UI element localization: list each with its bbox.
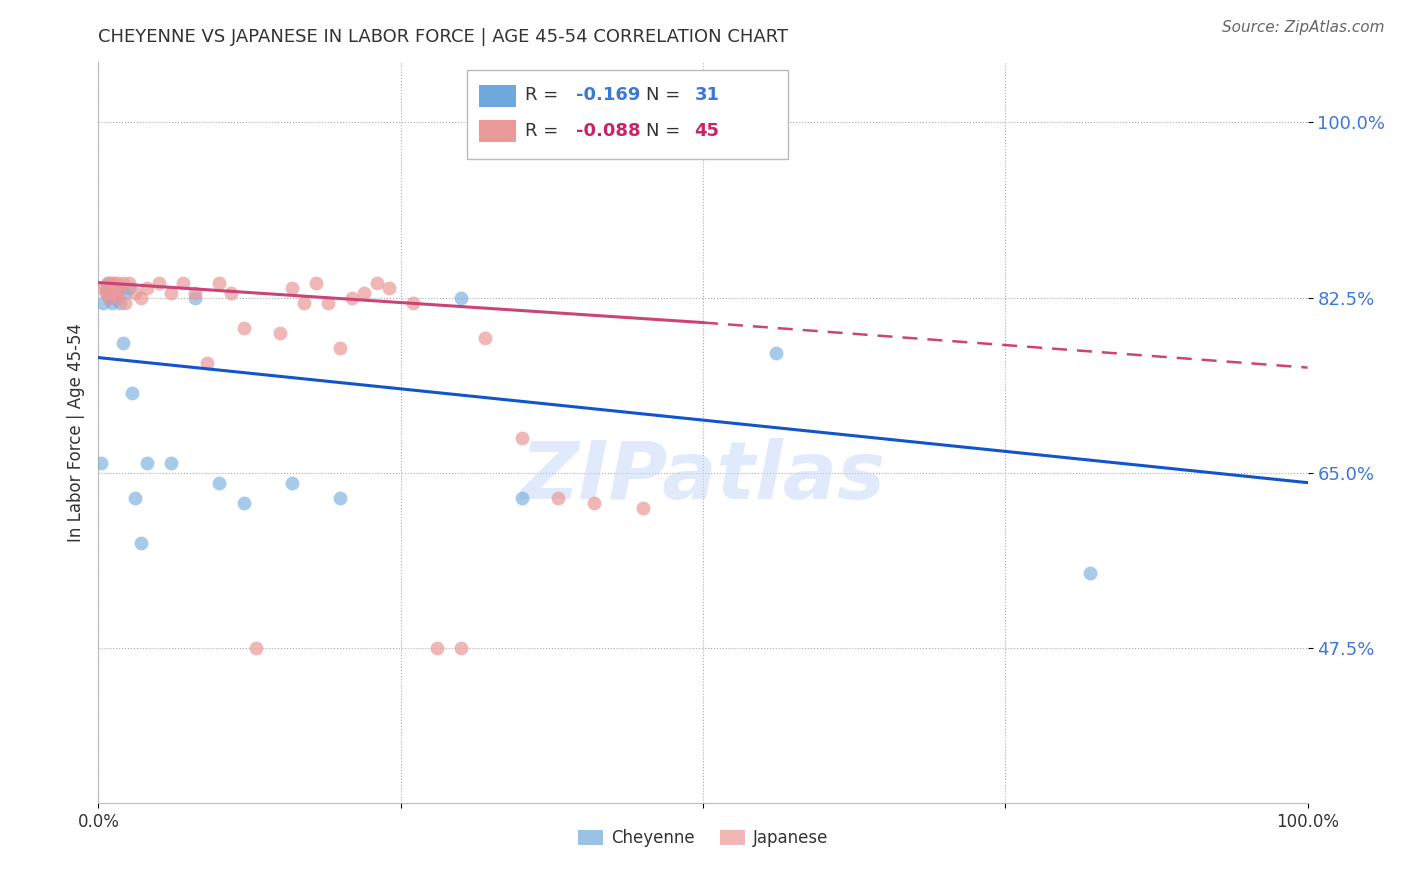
Point [118, 276, 141, 290]
Text: 45: 45 [695, 121, 720, 139]
Point [208, 276, 231, 290]
Point [450, 640, 472, 655]
Point [160, 456, 183, 470]
Point [353, 285, 375, 300]
FancyBboxPatch shape [467, 70, 787, 159]
Point [426, 640, 449, 655]
Point [118, 280, 141, 294]
Point [547, 491, 569, 505]
Point [100, 285, 122, 300]
Point [208, 475, 231, 490]
Point [245, 640, 267, 655]
Point [377, 280, 399, 294]
Point [631, 500, 654, 515]
FancyBboxPatch shape [479, 120, 516, 143]
Point [221, 285, 243, 300]
Legend: Cheyenne, Japanese: Cheyenne, Japanese [571, 822, 835, 854]
Point [765, 345, 787, 359]
Point [474, 330, 496, 344]
Point [105, 285, 128, 300]
Point [124, 491, 146, 505]
Point [583, 496, 606, 510]
Point [111, 335, 134, 350]
Point [1078, 566, 1101, 580]
Point [172, 276, 194, 290]
Point [103, 285, 125, 300]
Point [124, 285, 146, 300]
Point [281, 280, 304, 294]
Point [329, 491, 352, 505]
Point [135, 280, 157, 294]
Point [316, 295, 339, 310]
Point [232, 496, 254, 510]
Point [510, 431, 533, 445]
Point [329, 341, 352, 355]
Point [105, 276, 128, 290]
Point [108, 280, 131, 294]
Point [160, 285, 183, 300]
Text: -0.088: -0.088 [576, 121, 641, 139]
Point [111, 276, 134, 290]
Point [91, 280, 114, 294]
Point [100, 276, 122, 290]
Point [184, 291, 207, 305]
Point [91, 295, 114, 310]
Point [98, 291, 121, 305]
Point [450, 291, 472, 305]
Point [107, 280, 129, 294]
Point [114, 285, 136, 300]
Point [342, 291, 364, 305]
Text: 31: 31 [695, 86, 720, 104]
Point [281, 475, 304, 490]
Point [121, 385, 143, 400]
Point [104, 285, 127, 300]
Text: CHEYENNE VS JAPANESE IN LABOR FORCE | AGE 45-54 CORRELATION CHART: CHEYENNE VS JAPANESE IN LABOR FORCE | AG… [98, 28, 789, 45]
Point [135, 456, 157, 470]
Point [90, 456, 112, 470]
Point [269, 326, 291, 340]
Point [148, 276, 170, 290]
Point [305, 276, 328, 290]
Text: -0.169: -0.169 [576, 86, 640, 104]
Point [107, 291, 129, 305]
Point [94, 280, 117, 294]
Point [97, 276, 120, 290]
Point [232, 320, 254, 334]
Y-axis label: In Labor Force | Age 45-54: In Labor Force | Age 45-54 [66, 323, 84, 542]
Text: ZIPatlas: ZIPatlas [520, 438, 886, 516]
Text: R =: R = [526, 121, 564, 139]
Text: R =: R = [526, 86, 564, 104]
Point [101, 280, 124, 294]
Point [114, 295, 136, 310]
Point [129, 291, 152, 305]
Point [100, 280, 122, 294]
Point [108, 295, 131, 310]
Point [97, 276, 120, 290]
Point [402, 295, 425, 310]
Point [103, 276, 125, 290]
Point [104, 291, 127, 305]
Point [129, 535, 152, 549]
Text: N =: N = [647, 121, 686, 139]
Text: Source: ZipAtlas.com: Source: ZipAtlas.com [1222, 20, 1385, 35]
Point [101, 285, 124, 300]
Point [94, 285, 117, 300]
FancyBboxPatch shape [479, 85, 516, 107]
Point [98, 291, 121, 305]
Point [184, 285, 207, 300]
Point [510, 491, 533, 505]
Point [292, 295, 315, 310]
Point [195, 355, 218, 369]
Point [96, 285, 118, 300]
Point [100, 295, 122, 310]
Point [366, 276, 388, 290]
Text: N =: N = [647, 86, 686, 104]
